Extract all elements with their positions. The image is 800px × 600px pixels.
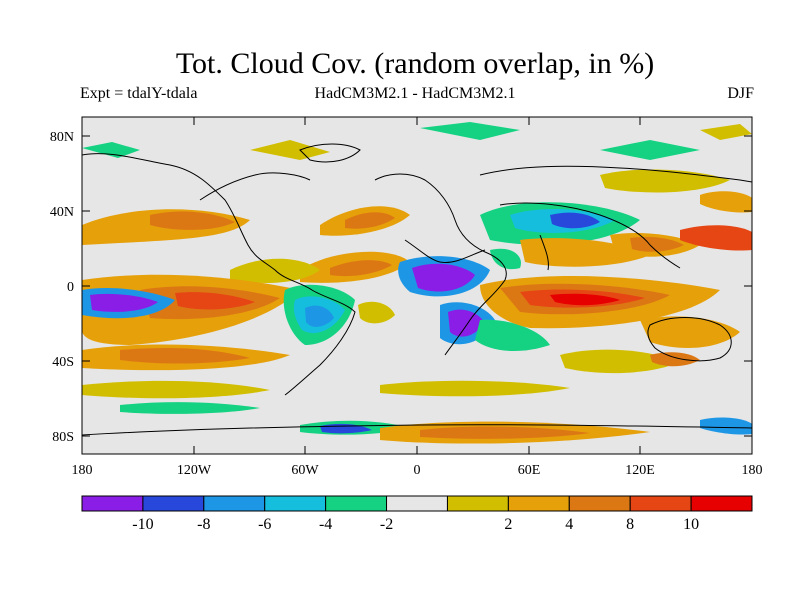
region-satl-yellow <box>358 301 395 324</box>
colorbar-label: 2 <box>504 516 512 533</box>
region-so-yellow-1 <box>82 380 270 399</box>
lon-tick-label: 120W <box>177 463 212 478</box>
colorbar-swatch <box>690 495 753 512</box>
lat-tick-label: 80S <box>52 430 74 445</box>
colorbar-swatch <box>568 495 631 512</box>
region-tpac-red <box>175 292 255 310</box>
colorbar-label: -8 <box>197 516 210 533</box>
map-field <box>82 117 752 454</box>
region-npac-orange <box>150 211 235 230</box>
lon-tick-label: 120E <box>625 463 655 478</box>
region-arctic-green-1 <box>82 142 140 158</box>
colorbar-swatch <box>325 495 388 512</box>
colorbar-label: 8 <box>626 516 634 533</box>
region-arctic-yellow-1 <box>250 140 330 160</box>
region-tna-orange <box>330 260 392 277</box>
colorbar-swatch <box>142 495 205 512</box>
region-arctic-yellow-2 <box>700 124 752 140</box>
lat-tick-label: 40N <box>50 205 74 220</box>
lon-tick-label: 180 <box>72 463 93 478</box>
region-npac-east-yellow <box>700 191 752 213</box>
region-sio-yellow <box>560 349 680 374</box>
coastlines <box>82 143 752 436</box>
season-label: DJF <box>727 85 754 102</box>
colorbar-swatch <box>203 495 266 512</box>
region-arctic-green-2 <box>420 122 520 140</box>
colorbar-swatch <box>446 495 509 512</box>
lon-tick-label: 60E <box>518 463 541 478</box>
region-car-yellow <box>230 258 320 283</box>
lat-tick-label: 40S <box>52 355 74 370</box>
map-title: Tot. Cloud Cov. (random overlap, in %) <box>175 47 655 80</box>
longitude-axis: 180 120W 60W 0 60E 120E 180 <box>72 117 763 478</box>
colorbar-swatch <box>81 495 144 512</box>
latitude-axis: 80N 40N 0 40S 80S <box>50 130 752 445</box>
colorbar <box>81 495 753 512</box>
lon-tick-label: 0 <box>414 463 421 478</box>
lon-tick-label: 180 <box>742 463 763 478</box>
colorbar-swatch <box>507 495 570 512</box>
experiment-label: Expt = tdalY-tdala <box>80 85 198 102</box>
region-io-core-red <box>550 293 620 306</box>
region-cpac-purple <box>90 293 158 312</box>
region-tibet-blue <box>550 212 600 229</box>
region-safr-purple <box>448 309 484 337</box>
colorbar-swatch <box>386 495 448 512</box>
model-label: HadCM3M2.1 - HadCM3M2.1 <box>314 85 516 102</box>
region-samer-blue <box>305 305 334 327</box>
region-horn-green <box>490 248 521 270</box>
region-wpac-orange <box>630 236 684 252</box>
lat-tick-label: 80N <box>50 130 74 145</box>
colorbar-swatch <box>629 495 692 512</box>
region-natl-orange <box>345 212 395 229</box>
region-antarctic-blue <box>700 417 752 435</box>
region-aus-yellow <box>640 316 740 348</box>
colorbar-label: 4 <box>565 516 573 533</box>
colorbar-swatch <box>264 495 327 512</box>
region-nwpac-red <box>680 225 752 251</box>
region-antarctic-orange <box>420 426 590 439</box>
colorbar-label: 10 <box>683 516 699 533</box>
region-sio-orange <box>650 352 700 367</box>
lat-tick-label: 0 <box>67 280 74 295</box>
colorbar-label: -6 <box>258 516 271 533</box>
colorbar-label: -2 <box>380 516 393 533</box>
region-so-green-1 <box>120 402 260 414</box>
colorbar-label: -10 <box>132 516 153 533</box>
region-swio-green <box>475 319 550 352</box>
colorbar-labels: -10 -8 -6 -4 -2 2 4 8 10 <box>132 516 699 533</box>
region-spac-orange <box>120 347 250 364</box>
lon-tick-label: 60W <box>291 463 319 478</box>
region-so-yellow-2 <box>380 380 570 397</box>
region-arctic-green-3 <box>600 140 700 160</box>
colorbar-label: -4 <box>319 516 332 533</box>
region-cafr-purple <box>412 263 475 292</box>
